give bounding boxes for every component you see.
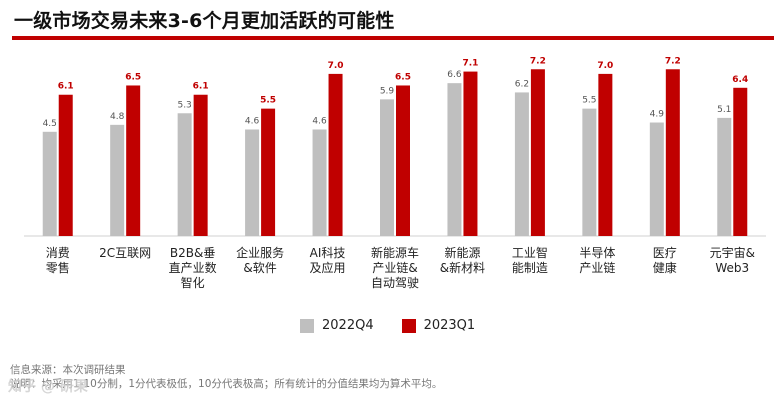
legend-item-2022q4: 2022Q4 <box>300 318 374 333</box>
bar-2022q4-0 <box>42 131 57 236</box>
category-label-1: 2C互联网 <box>99 246 152 260</box>
method-note: 说明：均采用1-10分制，1分代表极低，10分代表极高；所有统计的分值结果均为算… <box>10 378 443 390</box>
bar-2022q4-8 <box>582 108 597 236</box>
bar-2022q4-3 <box>245 129 260 236</box>
data-label-2022q4-4: 4.6 <box>312 116 327 126</box>
bar-2022q4-1 <box>110 124 125 236</box>
category-label-8: 半导体 产业链 <box>579 246 616 275</box>
source-note: 信息来源：本次调研结果 <box>10 364 126 376</box>
data-label-2023q1-3: 5.5 <box>260 96 276 106</box>
data-label-2022q4-9: 4.9 <box>650 110 665 120</box>
legend-item-2023q1: 2023Q1 <box>401 318 476 333</box>
category-label-3: 企业服务 &软件 <box>236 246 285 275</box>
footnotes: 信息来源：本次调研结果 说明：均采用1-10分制，1分代表极低，10分代表极高；… <box>10 363 442 391</box>
category-label-0: 消费 零售 <box>45 246 70 275</box>
bar-chart: 4.56.14.86.55.36.14.65.54.67.05.96.5 6.67… <box>24 56 766 237</box>
legend-swatch-2023q1 <box>401 318 416 333</box>
bar-2022q4-6 <box>447 83 462 236</box>
bar-2023q1-6 <box>463 71 478 236</box>
data-label-2023q1-2: 6.1 <box>193 82 209 92</box>
legend-label-2023q1: 2023Q1 <box>423 318 476 333</box>
data-label-2023q1-7: 7.2 <box>530 56 546 66</box>
data-label-2023q1-4: 7.0 <box>328 61 344 71</box>
category-label-9: 医疗 健康 <box>652 246 677 275</box>
category-label-7: 工业智 能制造 <box>511 246 548 275</box>
data-label-2023q1-10: 6.4 <box>732 75 748 85</box>
legend-swatch-2022q4 <box>300 318 314 333</box>
bar-2023q1-9 <box>665 69 680 237</box>
data-label-2022q4-6: 6.6 <box>447 70 462 80</box>
data-label-2022q4-0: 4.5 <box>43 119 57 129</box>
bar-2022q4-5 <box>380 99 394 236</box>
legend-label-2022q4: 2022Q4 <box>322 318 374 333</box>
title-divider <box>12 36 774 40</box>
data-label-2022q4-3: 4.6 <box>245 116 260 126</box>
data-label-2022q4-5: 5.9 <box>380 86 395 96</box>
bar-2023q1-8 <box>598 73 613 236</box>
data-label-2023q1-8: 7.0 <box>597 61 613 71</box>
category-label-2: B2B&垂 直产业数 智化 <box>168 246 217 290</box>
data-label-2023q1-9: 7.2 <box>665 56 681 66</box>
category-label-4: AI科技 及应用 <box>309 246 346 275</box>
bar-2022q4-2 <box>177 113 192 236</box>
bar-2022q4-7 <box>514 92 529 236</box>
data-label-2022q4-8: 5.5 <box>582 96 596 106</box>
data-label-2023q1-1: 6.5 <box>125 72 141 82</box>
watermark: 知乎 @ 研果 <box>8 379 88 395</box>
bar-2023q1-10 <box>733 87 748 236</box>
data-label-2022q4-1: 4.8 <box>110 112 125 122</box>
bar-2023q1-4 <box>328 73 343 236</box>
bar-2023q1-5 <box>396 85 410 236</box>
chart-title: 一级市场交易未来3-6个月更加活跃的可能性 <box>14 10 395 32</box>
bar-2023q1-7 <box>530 69 545 237</box>
category-label-6: 新能源 &新材料 <box>439 246 486 275</box>
bar-2023q1-2 <box>193 94 208 236</box>
data-label-2023q1-6: 7.1 <box>462 59 478 69</box>
data-label-2022q4-2: 5.3 <box>177 100 191 110</box>
bar-2022q4-9 <box>649 122 664 236</box>
bar-2023q1-3 <box>261 108 276 236</box>
category-label-5: 新能源车 产业链& 自动驾驶 <box>370 246 419 290</box>
data-label-2022q4-7: 6.2 <box>515 79 529 89</box>
bar-2022q4-4 <box>312 129 327 236</box>
bar-2022q4-10 <box>717 117 732 236</box>
category-label-10: 元宇宙& Web3 <box>709 246 755 275</box>
data-label-2023q1-0: 6.1 <box>58 82 74 92</box>
legend: 2022Q4 2023Q1 <box>300 318 503 333</box>
data-label-2023q1-5: 6.5 <box>395 72 411 82</box>
data-label-2022q4-10: 5.1 <box>717 105 731 115</box>
bar-2023q1-0 <box>58 94 73 236</box>
bar-2023q1-1 <box>126 85 141 236</box>
